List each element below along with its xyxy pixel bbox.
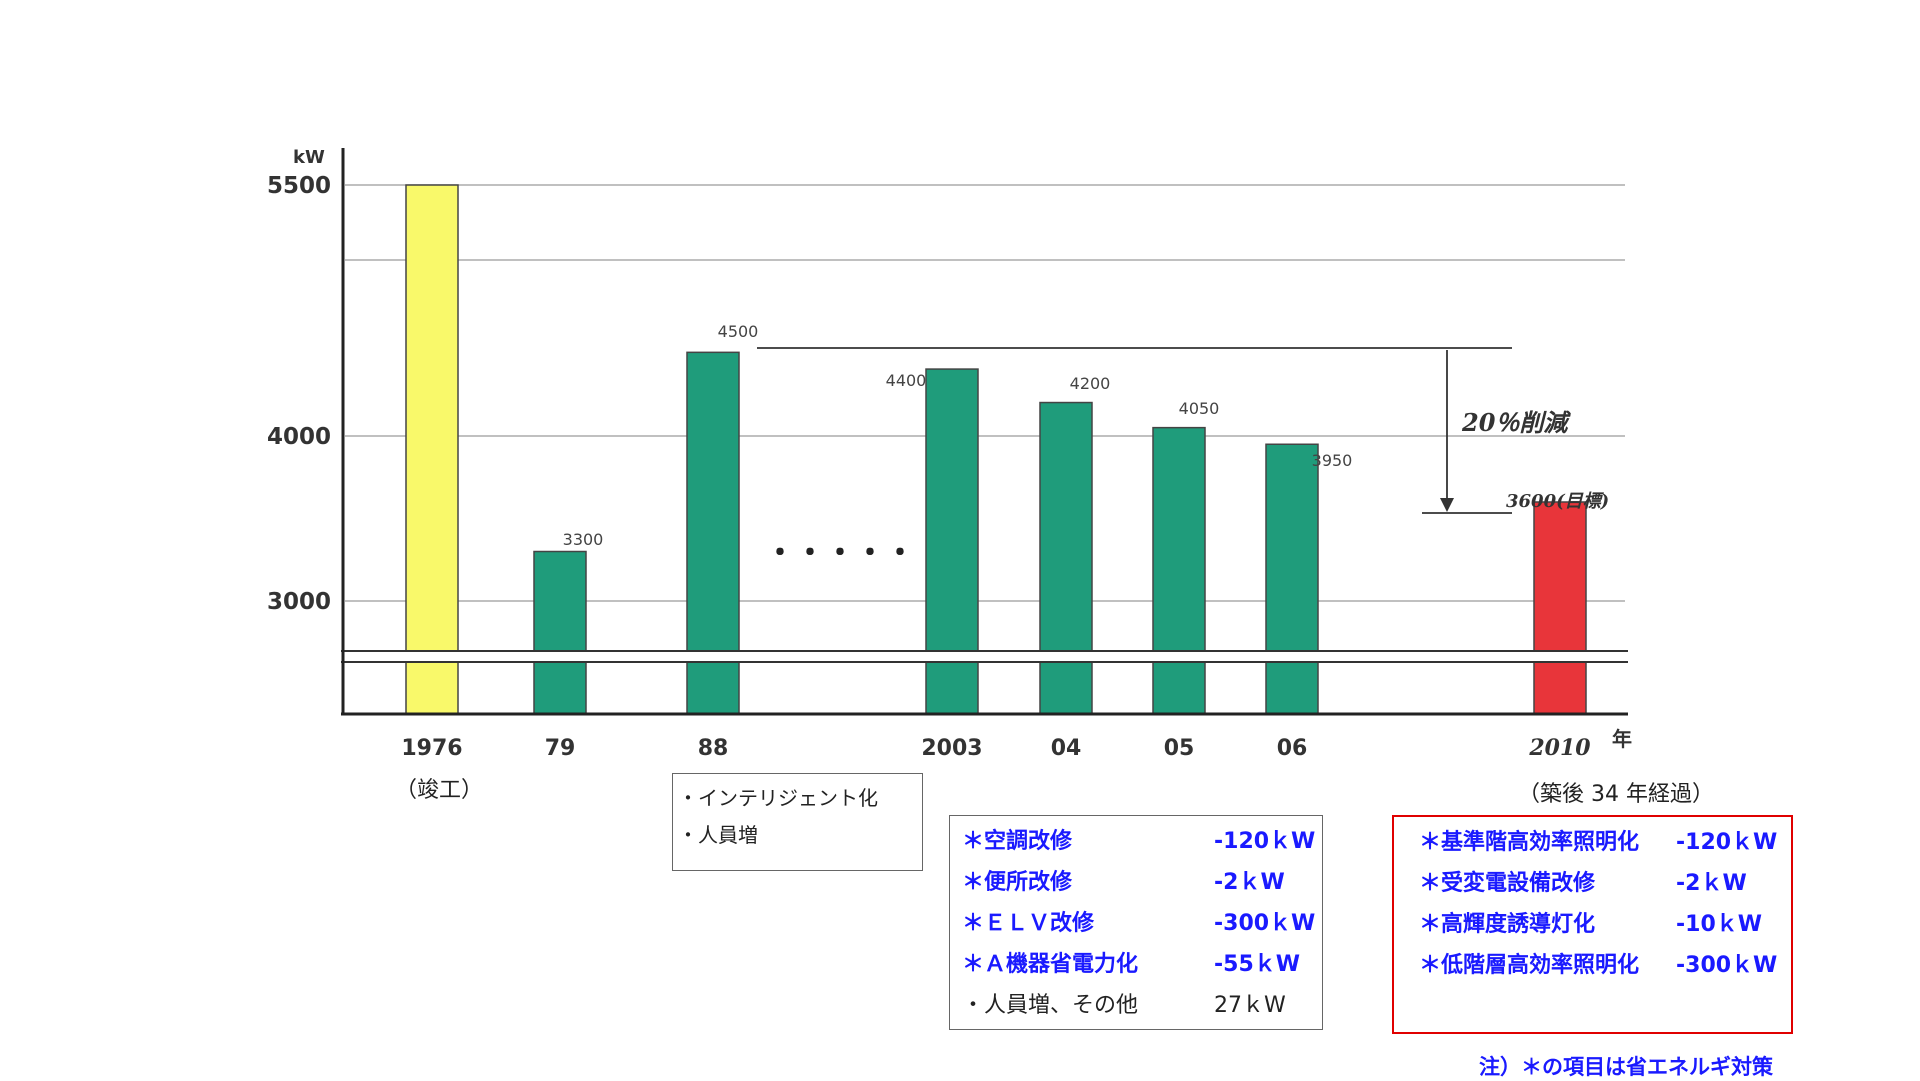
bar-1976 bbox=[405, 184, 459, 715]
bar-06 bbox=[1265, 443, 1319, 715]
measure-2003-value: -120ｋW bbox=[1214, 829, 1316, 854]
x-tick-label-1976: 1976 bbox=[401, 736, 462, 761]
value-label-88: 4500 bbox=[718, 322, 759, 341]
axis-break-band bbox=[330, 651, 1630, 661]
completion-label: （竣工） bbox=[395, 778, 484, 803]
measure-2010-label: ＊高輝度誘導灯化 bbox=[1419, 912, 1596, 937]
x-tick-label-06: 06 bbox=[1277, 736, 1308, 761]
bar-79 bbox=[533, 550, 587, 715]
bar-04 bbox=[1039, 401, 1093, 715]
renovation-box-2003: ＊空調改修 -120ｋW ＊便所改修 -2ｋW ＊ＥＬＶ改修 -300ｋW ＊Ａ機器省電力化… bbox=[949, 815, 1323, 1030]
measure-2010-label: ＊低階層高効率照明化 bbox=[1419, 953, 1640, 978]
reduction-label: 20％削減 bbox=[1461, 408, 1571, 437]
measure-2003-label: ＊ＥＬＶ改修 bbox=[962, 911, 1095, 936]
staff-increase-item: ・人員増 bbox=[678, 823, 758, 847]
value-label-06: 3950 bbox=[1312, 451, 1353, 470]
y-tick-label: 3000 bbox=[267, 589, 331, 615]
measure-2003-label: ・人員増、その他 bbox=[962, 993, 1139, 1018]
value-label-04: 4200 bbox=[1070, 374, 1111, 393]
measure-2010-value: -300ｋW bbox=[1676, 953, 1778, 978]
value-label-05: 4050 bbox=[1179, 399, 1220, 418]
x-tick-label-2003: 2003 bbox=[921, 736, 982, 761]
bars bbox=[405, 184, 1587, 715]
footnote: 注）＊の項目は省エネルギ対策 bbox=[1479, 1055, 1773, 1079]
bar-05 bbox=[1152, 426, 1206, 715]
measure-2010-value: -120ｋW bbox=[1676, 830, 1778, 855]
x-tick-label-05: 05 bbox=[1164, 736, 1195, 761]
value-labels: 3300 4500 4400 4200 4050 3950 3600(目標) bbox=[563, 322, 1610, 549]
measure-2003-value: 27ｋW bbox=[1214, 993, 1286, 1018]
measure-2010-label: ＊受変電設備改修 bbox=[1419, 871, 1596, 896]
x-tick-label-04: 04 bbox=[1051, 736, 1082, 761]
reduction-arrow-head bbox=[1440, 498, 1454, 512]
intelligent-box: ・インテリジェント化 ・人員増 bbox=[672, 773, 923, 871]
measure-2003-value: -300ｋW bbox=[1214, 911, 1316, 936]
measure-2010-value: -2ｋW bbox=[1676, 871, 1747, 896]
x-tick-label-2010: 2010 bbox=[1528, 735, 1591, 761]
measure-2010-label: ＊基準階高効率照明化 bbox=[1419, 830, 1640, 855]
gap-marker: ・・・・・ bbox=[765, 536, 915, 571]
x-tick-labels: 1976 79 88 2003 04 05 06 2010 bbox=[401, 735, 1591, 761]
value-label-2003: 4400 bbox=[886, 371, 927, 390]
value-label-2010: 3600(目標) bbox=[1506, 491, 1609, 512]
bar-2010 bbox=[1533, 501, 1587, 715]
x-tick-label-79: 79 bbox=[545, 736, 576, 761]
gridlines bbox=[345, 184, 1625, 602]
x-tick-label-88: 88 bbox=[698, 736, 729, 761]
intelligent-item: ・インテリジェント化 bbox=[678, 786, 878, 810]
value-label-79: 3300 bbox=[563, 530, 604, 549]
measure-2010-value: -10ｋW bbox=[1676, 912, 1763, 937]
y-tick-label: 5500 bbox=[267, 173, 331, 199]
renovation-box-2010: ＊基準階高効率照明化 -120ｋW ＊受変電設備改修 -2ｋW ＊高輝度誘導灯化 -10ｋ… bbox=[1392, 815, 1793, 1034]
elapsed-label: （築後 34 年経過） bbox=[1518, 782, 1714, 807]
measure-2003-label: ＊便所改修 bbox=[962, 870, 1073, 895]
measure-2003-value: -2ｋW bbox=[1214, 870, 1285, 895]
measure-2003-label: ＊空調改修 bbox=[962, 829, 1073, 854]
measure-2003-value: -55ｋW bbox=[1214, 952, 1301, 977]
measure-2003-label: ＊Ａ機器省電力化 bbox=[962, 952, 1139, 977]
y-axis-label: kW bbox=[293, 147, 325, 168]
x-axis-unit: 年 bbox=[1612, 727, 1632, 751]
y-tick-label: 4000 bbox=[267, 424, 331, 450]
